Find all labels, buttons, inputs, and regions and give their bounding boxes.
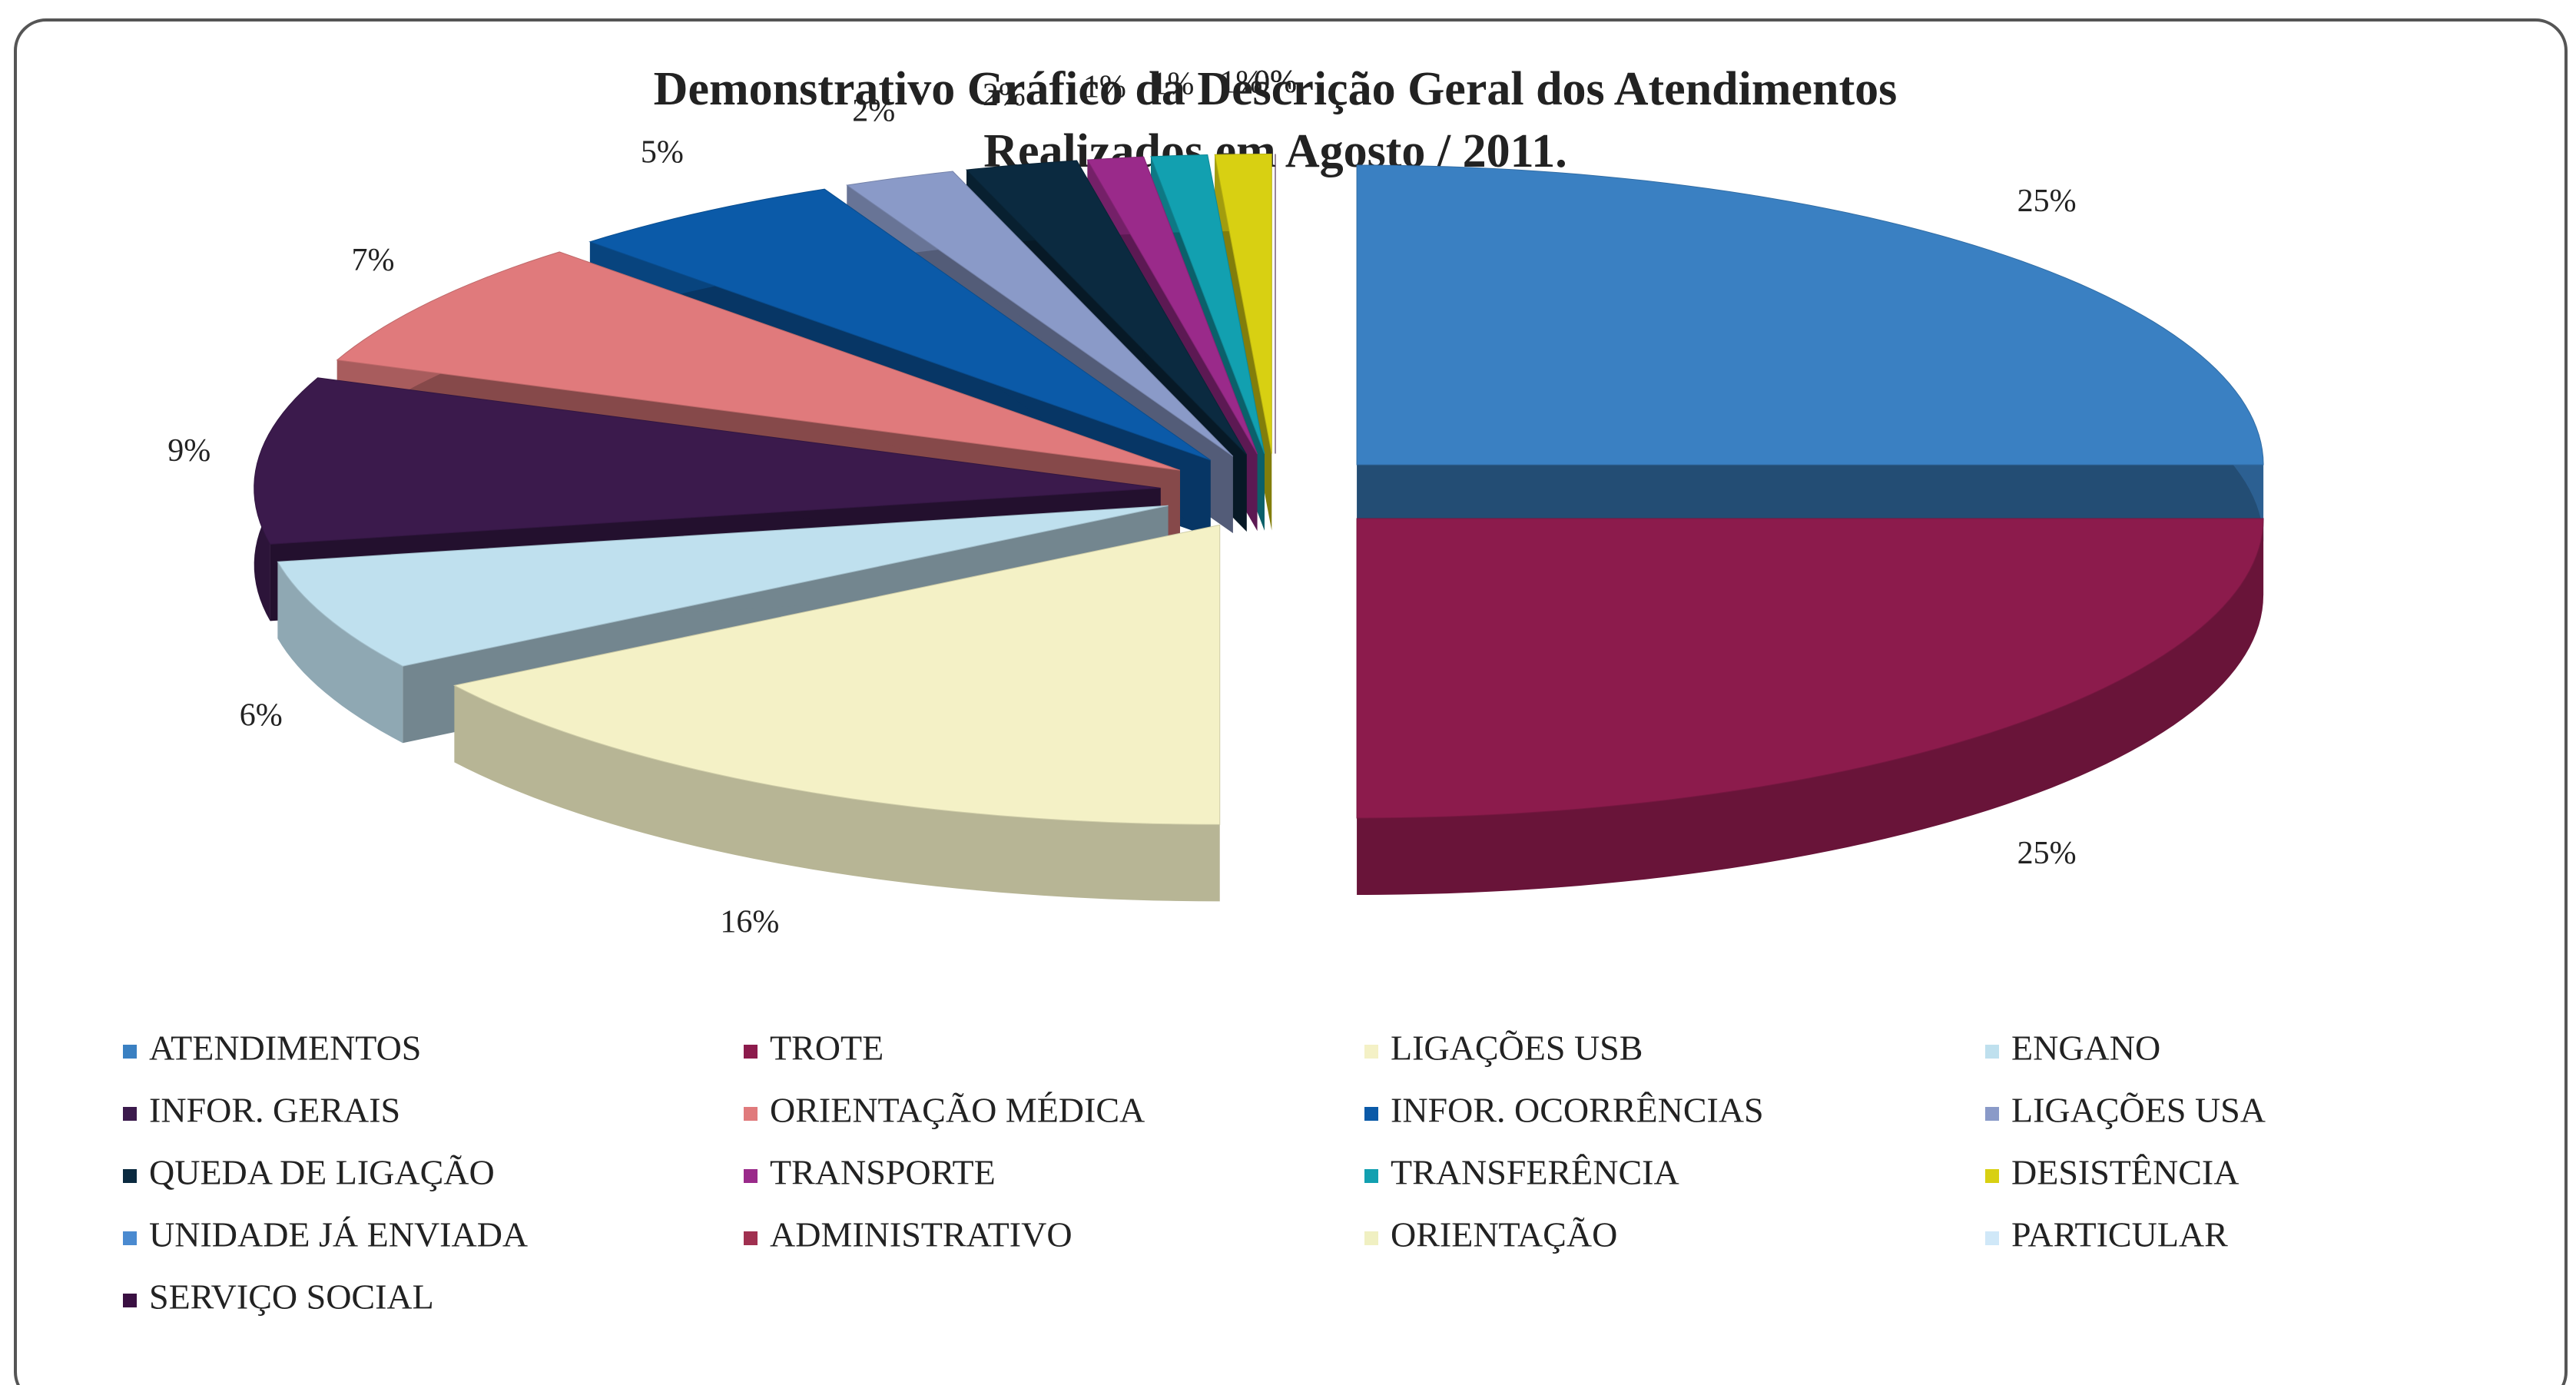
data-label: 9% (167, 433, 211, 469)
data-label: 0% (1254, 65, 1297, 100)
legend-swatch (744, 1045, 758, 1059)
legend-swatch (1364, 1107, 1378, 1121)
legend-label: INFOR. OCORRÊNCIAS (1391, 1091, 1764, 1130)
slice-top (1086, 156, 1258, 455)
legend-label: TROTE (770, 1029, 884, 1068)
legend-swatch (1985, 1107, 1999, 1121)
legend-swatch (1364, 1231, 1378, 1245)
data-label: 0% (1254, 65, 1297, 100)
data-label: 7% (352, 243, 395, 278)
slice-top (1356, 164, 2264, 466)
legend-swatch (123, 1045, 137, 1059)
slice-side (277, 562, 403, 744)
legend-swatch (1985, 1231, 1999, 1245)
chart-title: Demonstrativo Gráfico da Descrição Geral… (654, 63, 1898, 115)
slice-top (1150, 154, 1265, 454)
legend-swatch (123, 1169, 137, 1183)
slice-top (846, 171, 1234, 457)
legend-swatch (744, 1231, 758, 1245)
legend-swatch (1985, 1045, 1999, 1059)
slice-top (254, 377, 1161, 545)
data-label: 16% (720, 905, 779, 940)
data-label: 25% (2017, 184, 2077, 219)
legend-swatch (123, 1107, 137, 1121)
legend-swatch (744, 1169, 758, 1183)
slice (1356, 518, 2264, 896)
slice-top (1214, 154, 1272, 454)
legend-label: ORIENTAÇÃO (1391, 1215, 1617, 1254)
slice-top (277, 505, 1169, 667)
legend-label: DESISTÊNCIA (2011, 1153, 2239, 1192)
data-label: 2% (852, 93, 895, 128)
data-label: 0% (1254, 65, 1297, 100)
slice-top (588, 188, 1211, 461)
legend-label: ORIENTAÇÃO MÉDICA (770, 1091, 1145, 1130)
data-label: 0% (1254, 65, 1297, 100)
legend-label: ATENDIMENTOS (149, 1029, 421, 1068)
data-label: 25% (2017, 836, 2077, 871)
legend-swatch (123, 1231, 137, 1245)
legend-label: TRANSPORTE (770, 1153, 996, 1192)
legend-label: SERVIÇO SOCIAL (149, 1277, 434, 1317)
slice-top (453, 524, 1221, 825)
legend-swatch (1985, 1169, 1999, 1183)
slice-top (1356, 518, 2264, 819)
legend-label: LIGAÇÕES USA (2011, 1091, 2266, 1130)
legend-label: ADMINISTRATIVO (770, 1215, 1073, 1254)
slice-side (1357, 519, 2264, 896)
legend-swatch (1364, 1045, 1378, 1059)
legend-swatch (123, 1294, 137, 1307)
legend-label: INFOR. GERAIS (149, 1091, 400, 1130)
legend-swatch (1364, 1169, 1378, 1183)
data-label: 0% (1254, 65, 1297, 100)
data-label: 6% (240, 698, 283, 734)
legend-label: QUEDA DE LIGAÇÃO (149, 1153, 495, 1192)
data-label: 5% (641, 135, 684, 171)
slice (453, 524, 1221, 902)
slice-side (454, 685, 1220, 902)
data-label: 2% (983, 78, 1026, 113)
data-label: 1% (1083, 70, 1126, 105)
legend-label: ENGANO (2011, 1029, 2160, 1068)
slice-top (965, 160, 1248, 456)
legend-label: TRANSFERÊNCIA (1391, 1153, 1679, 1192)
legend-label: UNIDADE JÁ ENVIADA (149, 1215, 528, 1254)
data-label: 1% (1219, 65, 1262, 100)
legend-label: PARTICULAR (2011, 1215, 2228, 1254)
data-label: 1% (1151, 66, 1194, 101)
slice-top (336, 251, 1181, 471)
legend-swatch (744, 1107, 758, 1121)
legend-label: LIGAÇÕES USB (1391, 1029, 1643, 1068)
